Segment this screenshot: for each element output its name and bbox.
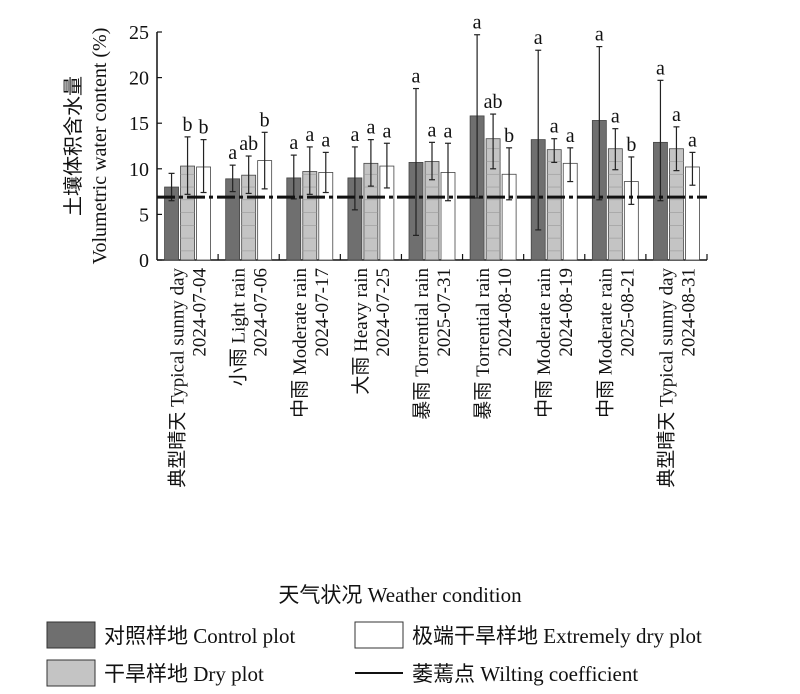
category-date-label: 2024-08-10: [495, 268, 516, 357]
significance-letter: b: [626, 134, 636, 156]
category-date-label: 2024-07-06: [251, 268, 272, 357]
category-weather-label: 大雨 Heavy rain: [350, 268, 372, 395]
y-tick-label: 0: [139, 250, 149, 272]
legend-swatch: [46, 659, 96, 687]
significance-letter: a: [688, 129, 697, 151]
legend-swatch: [354, 621, 404, 649]
significance-letter: b: [199, 117, 209, 139]
legend-swatch: [46, 621, 96, 649]
y-tick-label: 5: [139, 204, 149, 226]
significance-letter: a: [566, 125, 575, 147]
y-tick-label: 20: [129, 68, 149, 90]
significance-letter: a: [473, 12, 482, 34]
significance-letter: b: [504, 125, 514, 147]
significance-letter: a: [550, 116, 559, 138]
significance-letter: a: [428, 119, 437, 141]
significance-letter: a: [228, 142, 237, 164]
significance-letter: a: [444, 120, 453, 142]
significance-letter: a: [611, 106, 620, 128]
category-weather-label: 中雨 Moderate rain: [289, 268, 311, 418]
legend-label: 萎蔫点 Wilting coefficient: [412, 662, 638, 686]
category-weather-label: 中雨 Moderate rain: [533, 268, 555, 418]
category-weather-label: 典型晴天 Typical sunny day: [167, 268, 189, 488]
category-date-label: 2024-07-25: [373, 268, 394, 357]
significance-letter: b: [183, 114, 193, 136]
significance-letter: a: [595, 24, 604, 46]
bar-dry: [546, 149, 562, 261]
significance-letter: a: [382, 120, 391, 142]
y-axis-title-cn: 土壤体积含水量: [62, 76, 85, 216]
y-tick-label: 10: [129, 159, 149, 181]
category-date-label: 2025-07-31: [434, 268, 455, 357]
category-date-label: 2024-08-19: [556, 268, 577, 357]
significance-letter: a: [350, 124, 359, 146]
significance-letter: a: [412, 66, 421, 88]
significance-letter: a: [656, 57, 665, 79]
legend-label: 对照样地 Control plot: [104, 624, 296, 648]
significance-letter: a: [321, 129, 330, 151]
significance-letter: a: [289, 132, 298, 154]
category-weather-label: 暴雨 Torrential rain: [473, 268, 494, 420]
y-tick-label: 25: [129, 22, 149, 44]
category-date-label: 2024-08-31: [678, 268, 699, 357]
significance-letter: a: [305, 124, 314, 146]
y-axis-title-en: Volumetric water content (%): [89, 28, 111, 265]
category-date-label: 2024-07-04: [190, 268, 211, 357]
legend-label: 极端干旱样地 Extremely dry plot: [412, 624, 702, 648]
category-weather-label: 典型晴天 Typical sunny day: [655, 268, 677, 488]
category-weather-label: 小雨 Light rain: [228, 268, 250, 387]
significance-letter: ab: [239, 133, 258, 155]
category-weather-label: 暴雨 Torrential rain: [412, 268, 433, 420]
significance-letter: a: [672, 104, 681, 126]
legend-label: 干旱样地 Dry plot: [104, 662, 264, 686]
category-date-label: 2024-07-17: [312, 268, 333, 357]
category-date-label: 2025-08-21: [617, 268, 638, 357]
y-tick-label: 15: [129, 113, 149, 135]
significance-letter: ab: [484, 91, 503, 113]
significance-letter: a: [534, 27, 543, 49]
x-axis-title: 天气状况 Weather condition: [278, 583, 522, 607]
significance-letter: b: [260, 109, 270, 131]
significance-letter: a: [366, 117, 375, 139]
category-weather-label: 中雨 Moderate rain: [594, 268, 616, 418]
